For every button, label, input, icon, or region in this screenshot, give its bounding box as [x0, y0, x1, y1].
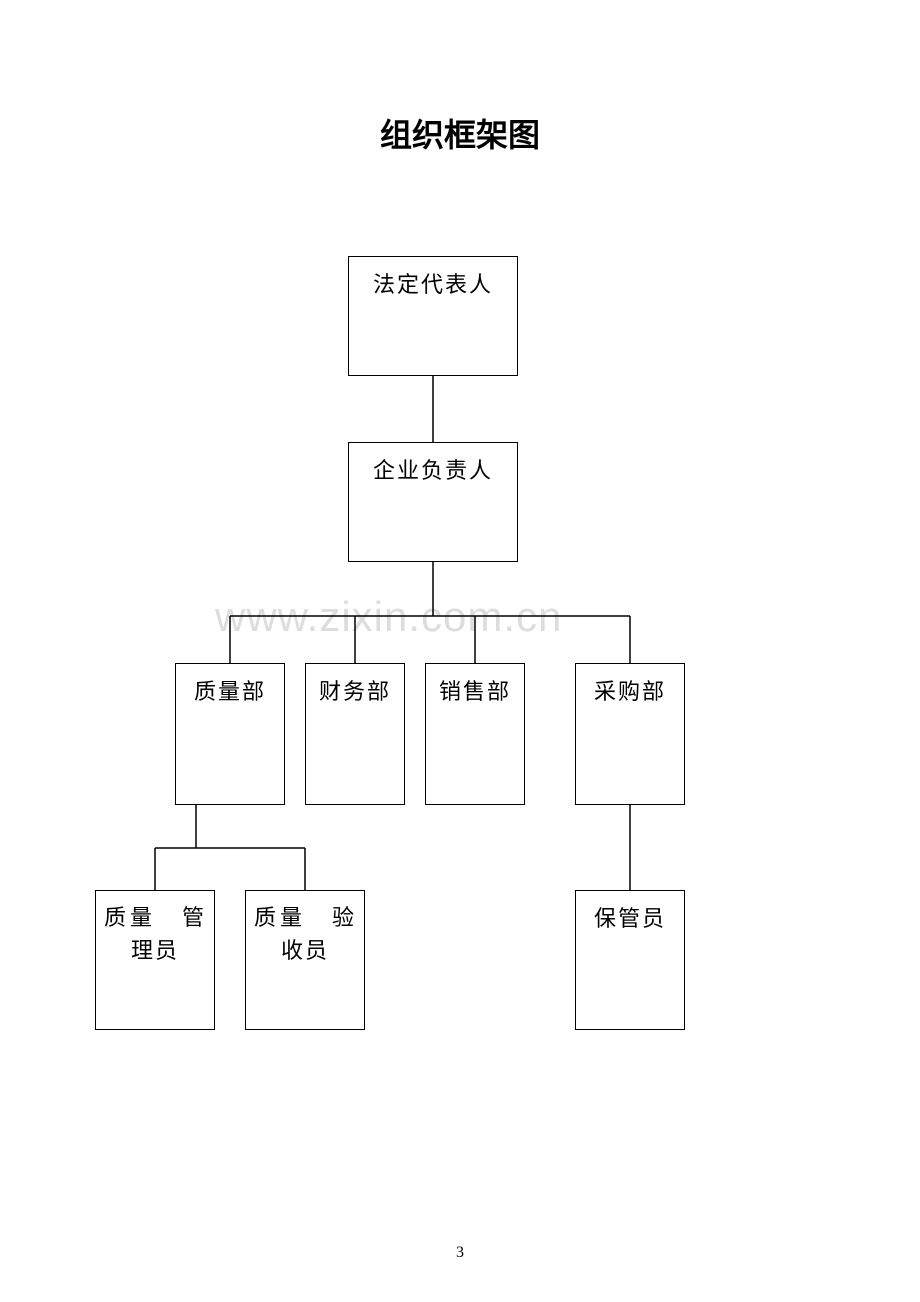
org-node-keeper: 保管员	[575, 890, 685, 1030]
org-node-qmgr: 质量 管理员	[95, 890, 215, 1030]
page-title: 组织框架图	[0, 110, 920, 156]
org-node-finance: 财务部	[305, 663, 405, 805]
org-node-quality: 质量部	[175, 663, 285, 805]
org-chart-connectors	[0, 0, 920, 1302]
page-number: 3	[0, 1244, 920, 1262]
org-node-legal_rep: 法定代表人	[348, 256, 518, 376]
org-node-qinspect: 质量 验收员	[245, 890, 365, 1030]
org-node-enterprise: 企业负责人	[348, 442, 518, 562]
org-node-purchase: 采购部	[575, 663, 685, 805]
org-node-sales: 销售部	[425, 663, 525, 805]
watermark-text: www.zixin.com.cn	[215, 593, 562, 641]
